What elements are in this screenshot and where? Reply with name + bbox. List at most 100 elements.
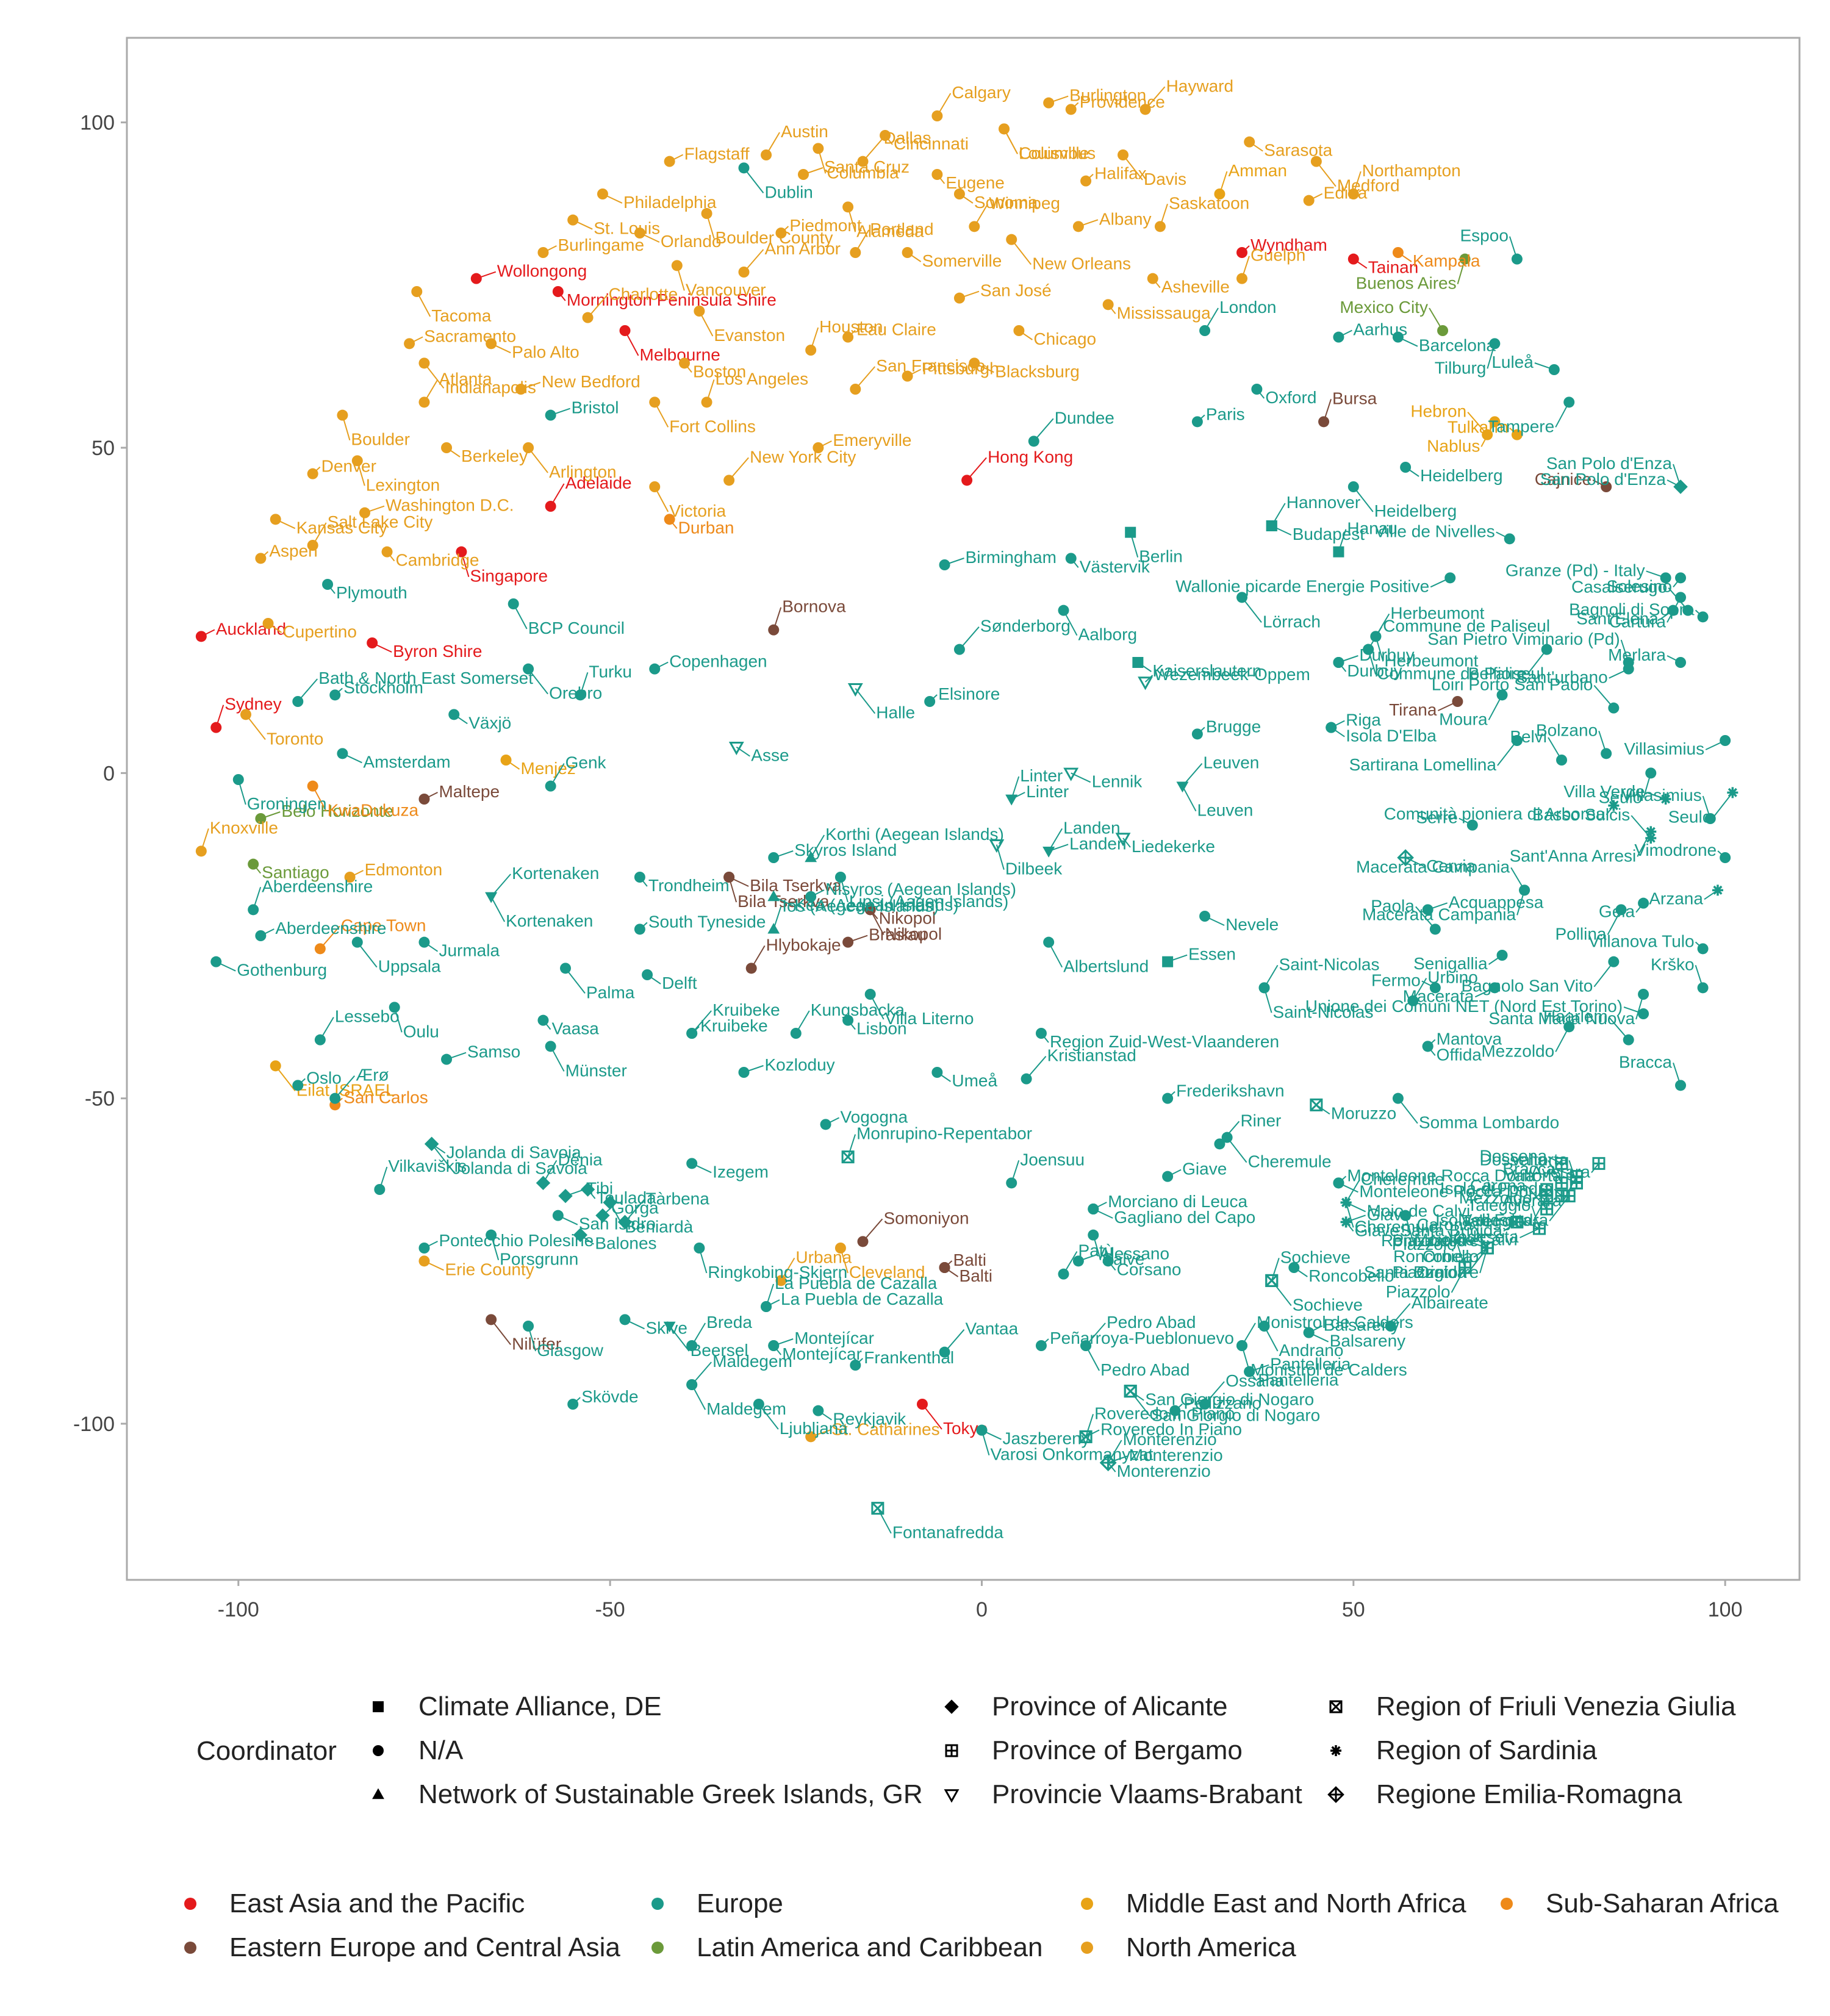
label-leader [1316, 161, 1337, 187]
data-point: New York City [723, 447, 856, 486]
data-point: Hong Kong [961, 447, 1073, 486]
label-leader [1503, 1221, 1518, 1232]
point-label: Mississauga [1117, 303, 1211, 322]
label-leader [1070, 558, 1079, 568]
data-point: Albertslund [1043, 936, 1149, 976]
data-point: Somerville [902, 247, 1002, 270]
point-label: New York City [750, 447, 856, 466]
data-point: Santiago [248, 858, 329, 882]
point-label: New Orleans [1032, 254, 1131, 273]
point-label: Somoniyon [883, 1208, 969, 1227]
label-leader [1338, 329, 1352, 338]
data-point: Belvi [1510, 727, 1568, 766]
point-label: Trondheim [648, 876, 730, 895]
point-label: Herbeumont [1384, 651, 1478, 670]
point-label: San Giorgio di Nogaro [1145, 1390, 1314, 1409]
point-label: Gorga [611, 1199, 659, 1218]
data-point: Wyndham [1236, 235, 1327, 258]
data-point: Trondheim [634, 872, 730, 895]
point-marker [989, 839, 1005, 853]
label-leader [691, 1361, 712, 1385]
label-leader [1497, 740, 1518, 766]
data-point: San Giorgio di Nogaro [1124, 1385, 1320, 1425]
point-label: Sartirana Lomellina [1349, 755, 1497, 774]
point-label: Medford [1337, 176, 1400, 195]
label-leader [1338, 529, 1347, 552]
point-label: Asse [751, 746, 789, 765]
data-point: Hebron [1410, 402, 1493, 440]
label-leader [1510, 867, 1525, 891]
label-leader [750, 945, 766, 969]
data-point: Sønderborg [953, 617, 1071, 655]
label-leader [1352, 171, 1362, 195]
point-label: Urbino [1427, 968, 1477, 987]
point-label: Amman [1228, 161, 1286, 180]
data-point: Uppsala [351, 936, 441, 976]
point-label: Boston [693, 362, 746, 381]
point-label: Braslau [869, 925, 927, 944]
y-tick-label: -50 [85, 1088, 115, 1111]
data-point: Frederikshavn [1162, 1082, 1285, 1104]
label-leader [825, 1117, 839, 1125]
data-point: Roncobello [1288, 1262, 1394, 1285]
point-label: Salt Lake City [328, 512, 433, 531]
point-label: Durbuy [1359, 645, 1414, 664]
data-point: San José [953, 281, 1052, 304]
point-label: Jolanda di Savoia [453, 1158, 587, 1177]
point-label: Tacoma [431, 306, 491, 325]
point-label: Monterenzio [1129, 1446, 1223, 1465]
point-label: Aspen [269, 541, 317, 560]
point-label: Acquappesa [1449, 892, 1544, 911]
point-marker [558, 1188, 573, 1204]
shape-legend-item: Provincie Vlaams-Brabant [944, 1779, 1302, 1809]
data-point: Sydney [210, 695, 282, 733]
label-leader [1041, 1033, 1049, 1043]
data-point: Evanston [694, 306, 785, 345]
label-leader [1555, 1026, 1570, 1052]
label-leader [1182, 786, 1197, 812]
label-leader [1345, 1221, 1354, 1232]
label-leader [1427, 1039, 1436, 1047]
point-label: Monterenzio [1117, 1462, 1211, 1480]
data-point: Los Angeles [701, 369, 808, 408]
label-leader [1144, 86, 1166, 110]
point-label: Linter [1020, 766, 1063, 785]
label-leader [1451, 1267, 1466, 1293]
point-label: Frankenthal [864, 1348, 954, 1367]
color-legend-label: East Asia and the Pacific [229, 1889, 525, 1918]
color-legend-label: North America [1126, 1932, 1296, 1962]
label-leader [817, 440, 832, 448]
label-leader [542, 1160, 558, 1183]
shape-legend-label: Network of Sustainable Greek Islands, GR [418, 1779, 923, 1809]
point-label: Barcelona [1419, 336, 1496, 355]
label-leader [1390, 1303, 1411, 1327]
label-leader [356, 942, 378, 968]
label-leader [766, 1299, 780, 1307]
label-leader [1226, 1137, 1247, 1163]
point-label: Landen [1069, 834, 1126, 853]
point-label: Beniardà [625, 1217, 694, 1236]
label-leader [1695, 609, 1704, 618]
data-point: Aberdeenshire [255, 919, 386, 941]
point-label: Kristianstad [1047, 1046, 1136, 1065]
point-label: Wallonie picarde Energie Positive [1175, 576, 1429, 595]
label-leader [1182, 763, 1203, 787]
y-tick-label: -100 [73, 1413, 115, 1436]
data-point: Sant'Anna Arresi [1510, 826, 1657, 865]
legend-swatch [651, 1898, 664, 1910]
point-label: Corsano [1117, 1260, 1182, 1279]
point-label: Santa Brigida [1364, 1263, 1467, 1282]
label-leader [639, 232, 660, 243]
label-leader [1667, 655, 1681, 663]
point-label: Gothenburg [237, 961, 327, 980]
label-leader [1717, 850, 1726, 858]
label-leader [1398, 1098, 1418, 1124]
label-leader [423, 362, 445, 389]
point-label: Bolzano [1536, 720, 1598, 739]
data-point: Lipsi (Aagen Islands) [834, 872, 1008, 911]
point-label: Philadelphia [623, 193, 717, 212]
point-label: Ærø [356, 1066, 389, 1085]
color-legend-label: Europe [697, 1889, 783, 1918]
point-label: Mornington Peninsula Shire [567, 290, 777, 309]
label-leader [1526, 649, 1548, 675]
